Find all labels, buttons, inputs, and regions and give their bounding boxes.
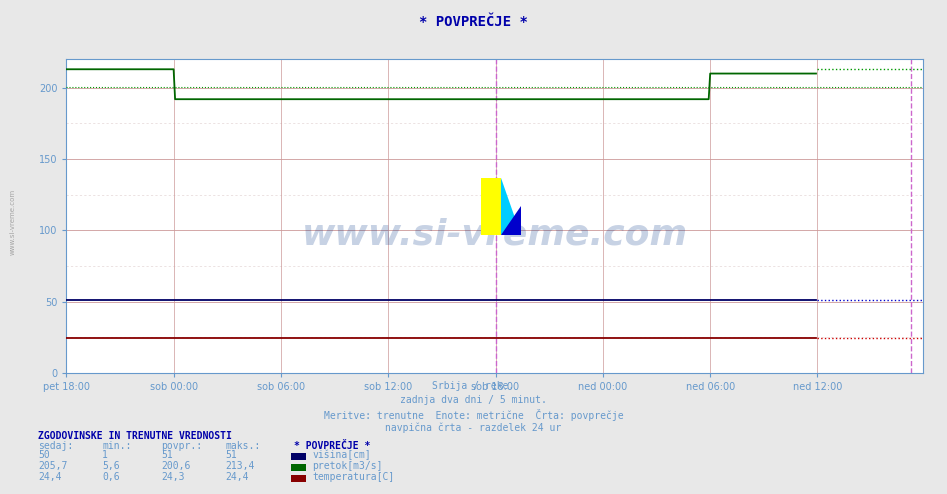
Text: 51: 51 [225, 451, 237, 460]
Text: pretok[m3/s]: pretok[m3/s] [313, 461, 383, 471]
Text: www.si-vreme.com: www.si-vreme.com [302, 218, 688, 252]
Text: višina[cm]: višina[cm] [313, 450, 371, 460]
Text: 213,4: 213,4 [225, 461, 255, 471]
Text: sedaj:: sedaj: [38, 441, 73, 451]
Text: maks.:: maks.: [225, 441, 260, 451]
Text: Srbija / reke.: Srbija / reke. [433, 381, 514, 391]
Text: ZGODOVINSKE IN TRENUTNE VREDNOSTI: ZGODOVINSKE IN TRENUTNE VREDNOSTI [38, 431, 232, 441]
Text: www.si-vreme.com: www.si-vreme.com [9, 189, 15, 255]
Text: 51: 51 [161, 451, 172, 460]
Text: povpr.:: povpr.: [161, 441, 202, 451]
Polygon shape [501, 178, 521, 235]
Text: 50: 50 [38, 451, 49, 460]
Polygon shape [501, 206, 521, 235]
Text: 200,6: 200,6 [161, 461, 190, 471]
Text: * POVPREČJE *: * POVPREČJE * [294, 441, 370, 451]
Text: temperatura[C]: temperatura[C] [313, 472, 395, 482]
Text: min.:: min.: [102, 441, 132, 451]
Text: Meritve: trenutne  Enote: metrične  Črta: povprečje: Meritve: trenutne Enote: metrične Črta: … [324, 409, 623, 421]
Bar [481, 178, 501, 235]
Text: 24,4: 24,4 [38, 472, 62, 482]
Text: 0,6: 0,6 [102, 472, 120, 482]
Text: 24,4: 24,4 [225, 472, 249, 482]
Text: 5,6: 5,6 [102, 461, 120, 471]
Text: zadnja dva dni / 5 minut.: zadnja dva dni / 5 minut. [400, 395, 547, 405]
Text: navpična črta - razdelek 24 ur: navpična črta - razdelek 24 ur [385, 423, 562, 433]
Text: 1: 1 [102, 451, 108, 460]
Text: 205,7: 205,7 [38, 461, 67, 471]
Text: * POVPREČJE *: * POVPREČJE * [420, 15, 527, 29]
Text: 24,3: 24,3 [161, 472, 185, 482]
